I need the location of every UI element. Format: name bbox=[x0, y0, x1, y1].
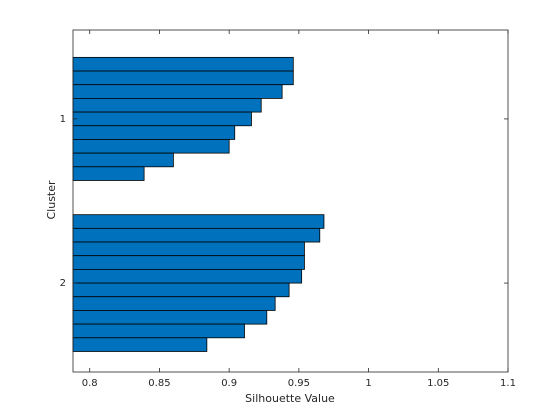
x-tick-label: 0.8 bbox=[82, 378, 98, 389]
bar bbox=[72, 241, 305, 257]
bar bbox=[72, 98, 262, 113]
x-tick-label: 1 bbox=[365, 378, 371, 389]
y-tick-label: 2 bbox=[60, 278, 66, 289]
bar bbox=[72, 125, 236, 140]
x-tick-label: 1.05 bbox=[427, 378, 449, 389]
bar bbox=[72, 84, 283, 99]
y-tick-label: 1 bbox=[60, 114, 66, 125]
x-tick-label: 0.9 bbox=[221, 378, 237, 389]
bar bbox=[72, 214, 325, 229]
bar bbox=[72, 282, 290, 298]
x-tick-label: 0.95 bbox=[288, 378, 310, 389]
x-axis-label: Silhouette Value bbox=[245, 392, 335, 405]
bar bbox=[72, 227, 321, 243]
bar bbox=[72, 337, 208, 352]
x-tick-label: 0.85 bbox=[148, 378, 170, 389]
bar bbox=[72, 323, 245, 339]
bar bbox=[72, 268, 303, 284]
axes-box bbox=[72, 29, 509, 373]
bar bbox=[72, 70, 294, 86]
bar bbox=[72, 111, 252, 127]
bar bbox=[72, 296, 276, 311]
bar bbox=[72, 56, 294, 72]
y-axis-label: Cluster bbox=[45, 180, 58, 220]
bar bbox=[72, 166, 145, 181]
bar bbox=[72, 139, 230, 154]
bar bbox=[72, 152, 174, 168]
bar bbox=[72, 310, 268, 325]
bar bbox=[72, 255, 305, 270]
x-tick-label: 1.1 bbox=[500, 378, 516, 389]
